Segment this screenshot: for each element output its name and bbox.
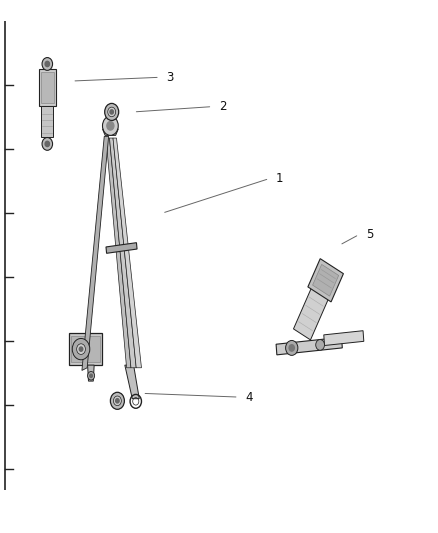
Polygon shape (88, 365, 94, 381)
FancyBboxPatch shape (41, 72, 54, 103)
FancyBboxPatch shape (69, 333, 102, 365)
Circle shape (42, 138, 53, 150)
Circle shape (102, 116, 118, 135)
Circle shape (72, 338, 90, 360)
Polygon shape (308, 259, 343, 302)
Polygon shape (82, 136, 109, 370)
FancyBboxPatch shape (71, 336, 100, 362)
Circle shape (90, 374, 92, 377)
Polygon shape (125, 365, 139, 399)
FancyBboxPatch shape (42, 106, 53, 137)
Circle shape (45, 61, 49, 67)
Polygon shape (276, 337, 343, 355)
Circle shape (77, 344, 85, 354)
Circle shape (110, 110, 113, 114)
Circle shape (107, 122, 114, 130)
Polygon shape (106, 138, 131, 368)
Circle shape (105, 103, 119, 120)
Circle shape (116, 399, 119, 403)
Circle shape (286, 341, 298, 356)
Polygon shape (293, 288, 328, 340)
Text: 2: 2 (219, 100, 226, 113)
Text: 4: 4 (245, 391, 253, 403)
Circle shape (79, 347, 83, 351)
Text: 1: 1 (276, 172, 283, 185)
Circle shape (316, 340, 325, 350)
Polygon shape (106, 243, 137, 253)
Polygon shape (313, 264, 339, 296)
Polygon shape (324, 330, 364, 345)
Circle shape (289, 345, 294, 351)
Circle shape (113, 396, 121, 406)
Polygon shape (110, 138, 136, 368)
Circle shape (110, 392, 124, 409)
Circle shape (45, 141, 49, 147)
Circle shape (42, 58, 53, 70)
FancyBboxPatch shape (39, 69, 56, 106)
Text: 3: 3 (166, 71, 174, 84)
Polygon shape (102, 129, 118, 135)
Text: 5: 5 (366, 228, 373, 241)
Polygon shape (113, 138, 141, 368)
Circle shape (88, 372, 95, 380)
Circle shape (108, 107, 116, 117)
